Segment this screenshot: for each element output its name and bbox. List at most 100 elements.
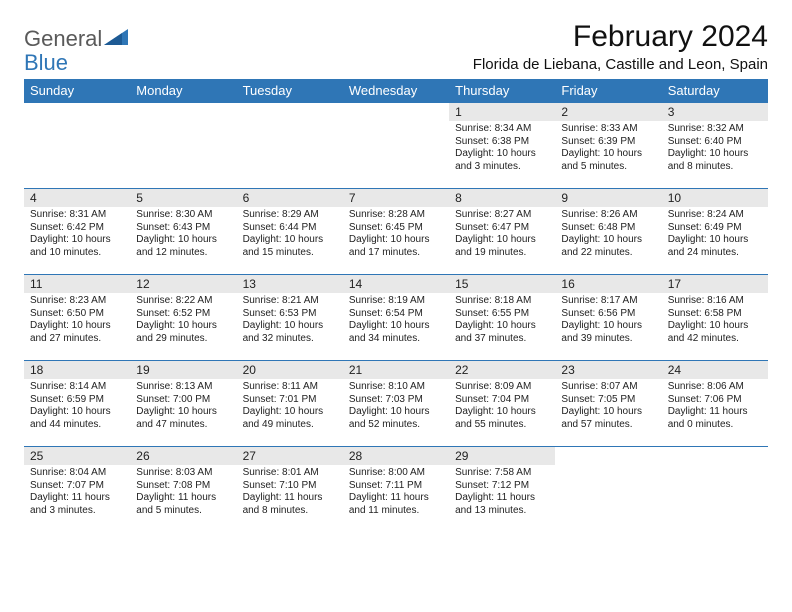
calendar-day-cell: 3Sunrise: 8:32 AMSunset: 6:40 PMDaylight… [662, 103, 768, 189]
day-details: Sunrise: 8:28 AMSunset: 6:45 PMDaylight:… [343, 207, 449, 263]
calendar-day-cell [343, 103, 449, 189]
day-number: 28 [343, 447, 449, 465]
calendar-day-cell [237, 103, 343, 189]
day-number: 9 [555, 189, 661, 207]
calendar-day-cell: 15Sunrise: 8:18 AMSunset: 6:55 PMDayligh… [449, 275, 555, 361]
day-details: Sunrise: 8:11 AMSunset: 7:01 PMDaylight:… [237, 379, 343, 435]
day-number: 7 [343, 189, 449, 207]
day-number: 5 [130, 189, 236, 207]
day-details: Sunrise: 8:09 AMSunset: 7:04 PMDaylight:… [449, 379, 555, 435]
title-block: February 2024 Florida de Liebana, Castil… [473, 20, 768, 73]
calendar-body: 1Sunrise: 8:34 AMSunset: 6:38 PMDaylight… [24, 103, 768, 533]
day-details: Sunrise: 8:17 AMSunset: 6:56 PMDaylight:… [555, 293, 661, 349]
day-number: 12 [130, 275, 236, 293]
day-number: 2 [555, 103, 661, 121]
day-number: 20 [237, 361, 343, 379]
calendar-day-cell: 8Sunrise: 8:27 AMSunset: 6:47 PMDaylight… [449, 189, 555, 275]
logo-triangle-icon [104, 27, 130, 52]
day-details: Sunrise: 8:22 AMSunset: 6:52 PMDaylight:… [130, 293, 236, 349]
day-number: 21 [343, 361, 449, 379]
day-number: 16 [555, 275, 661, 293]
day-details: Sunrise: 8:31 AMSunset: 6:42 PMDaylight:… [24, 207, 130, 263]
day-details: Sunrise: 8:01 AMSunset: 7:10 PMDaylight:… [237, 465, 343, 521]
column-header: Friday [555, 79, 661, 103]
day-number: 3 [662, 103, 768, 121]
day-number: 18 [24, 361, 130, 379]
day-number: 19 [130, 361, 236, 379]
calendar-day-cell: 13Sunrise: 8:21 AMSunset: 6:53 PMDayligh… [237, 275, 343, 361]
day-details: Sunrise: 8:16 AMSunset: 6:58 PMDaylight:… [662, 293, 768, 349]
day-number: 6 [237, 189, 343, 207]
day-number: 4 [24, 189, 130, 207]
calendar-table: SundayMondayTuesdayWednesdayThursdayFrid… [24, 79, 768, 533]
calendar-day-cell [662, 447, 768, 533]
day-details: Sunrise: 8:14 AMSunset: 6:59 PMDaylight:… [24, 379, 130, 435]
calendar-day-cell: 27Sunrise: 8:01 AMSunset: 7:10 PMDayligh… [237, 447, 343, 533]
day-details: Sunrise: 8:04 AMSunset: 7:07 PMDaylight:… [24, 465, 130, 521]
day-details: Sunrise: 8:29 AMSunset: 6:44 PMDaylight:… [237, 207, 343, 263]
day-number: 11 [24, 275, 130, 293]
day-number: 25 [24, 447, 130, 465]
day-number: 10 [662, 189, 768, 207]
column-header: Tuesday [237, 79, 343, 103]
calendar-day-cell: 14Sunrise: 8:19 AMSunset: 6:54 PMDayligh… [343, 275, 449, 361]
calendar-day-cell: 23Sunrise: 8:07 AMSunset: 7:05 PMDayligh… [555, 361, 661, 447]
day-number: 14 [343, 275, 449, 293]
day-number: 29 [449, 447, 555, 465]
calendar-day-cell: 9Sunrise: 8:26 AMSunset: 6:48 PMDaylight… [555, 189, 661, 275]
logo: General [24, 20, 132, 52]
calendar-day-cell: 28Sunrise: 8:00 AMSunset: 7:11 PMDayligh… [343, 447, 449, 533]
calendar-day-cell: 4Sunrise: 8:31 AMSunset: 6:42 PMDaylight… [24, 189, 130, 275]
day-details: Sunrise: 8:19 AMSunset: 6:54 PMDaylight:… [343, 293, 449, 349]
day-details: Sunrise: 8:27 AMSunset: 6:47 PMDaylight:… [449, 207, 555, 263]
calendar-day-cell: 29Sunrise: 7:58 AMSunset: 7:12 PMDayligh… [449, 447, 555, 533]
logo-text-blue: Blue [24, 50, 68, 75]
calendar-day-cell: 24Sunrise: 8:06 AMSunset: 7:06 PMDayligh… [662, 361, 768, 447]
day-details: Sunrise: 8:10 AMSunset: 7:03 PMDaylight:… [343, 379, 449, 435]
column-header: Thursday [449, 79, 555, 103]
day-details: Sunrise: 8:23 AMSunset: 6:50 PMDaylight:… [24, 293, 130, 349]
header: General February 2024 Florida de Liebana… [24, 20, 768, 73]
day-details: Sunrise: 7:58 AMSunset: 7:12 PMDaylight:… [449, 465, 555, 521]
day-number: 1 [449, 103, 555, 121]
calendar-day-cell [130, 103, 236, 189]
day-details: Sunrise: 8:26 AMSunset: 6:48 PMDaylight:… [555, 207, 661, 263]
calendar-day-cell [24, 103, 130, 189]
calendar-week-row: 11Sunrise: 8:23 AMSunset: 6:50 PMDayligh… [24, 275, 768, 361]
calendar-week-row: 4Sunrise: 8:31 AMSunset: 6:42 PMDaylight… [24, 189, 768, 275]
day-details: Sunrise: 8:13 AMSunset: 7:00 PMDaylight:… [130, 379, 236, 435]
day-details: Sunrise: 8:21 AMSunset: 6:53 PMDaylight:… [237, 293, 343, 349]
day-number: 8 [449, 189, 555, 207]
calendar-day-cell: 20Sunrise: 8:11 AMSunset: 7:01 PMDayligh… [237, 361, 343, 447]
day-details: Sunrise: 8:33 AMSunset: 6:39 PMDaylight:… [555, 121, 661, 177]
calendar-day-cell: 18Sunrise: 8:14 AMSunset: 6:59 PMDayligh… [24, 361, 130, 447]
calendar-day-cell: 11Sunrise: 8:23 AMSunset: 6:50 PMDayligh… [24, 275, 130, 361]
day-details: Sunrise: 8:24 AMSunset: 6:49 PMDaylight:… [662, 207, 768, 263]
calendar-day-cell: 26Sunrise: 8:03 AMSunset: 7:08 PMDayligh… [130, 447, 236, 533]
column-header: Monday [130, 79, 236, 103]
calendar-week-row: 1Sunrise: 8:34 AMSunset: 6:38 PMDaylight… [24, 103, 768, 189]
day-number: 15 [449, 275, 555, 293]
calendar-day-cell: 10Sunrise: 8:24 AMSunset: 6:49 PMDayligh… [662, 189, 768, 275]
calendar-day-cell: 5Sunrise: 8:30 AMSunset: 6:43 PMDaylight… [130, 189, 236, 275]
day-details: Sunrise: 8:18 AMSunset: 6:55 PMDaylight:… [449, 293, 555, 349]
day-number: 13 [237, 275, 343, 293]
page-title: February 2024 [473, 20, 768, 54]
calendar-day-cell: 1Sunrise: 8:34 AMSunset: 6:38 PMDaylight… [449, 103, 555, 189]
calendar-day-cell [555, 447, 661, 533]
calendar-day-cell: 16Sunrise: 8:17 AMSunset: 6:56 PMDayligh… [555, 275, 661, 361]
day-details: Sunrise: 8:00 AMSunset: 7:11 PMDaylight:… [343, 465, 449, 521]
calendar-header-row: SundayMondayTuesdayWednesdayThursdayFrid… [24, 79, 768, 103]
day-number: 24 [662, 361, 768, 379]
calendar-day-cell: 21Sunrise: 8:10 AMSunset: 7:03 PMDayligh… [343, 361, 449, 447]
calendar-day-cell: 2Sunrise: 8:33 AMSunset: 6:39 PMDaylight… [555, 103, 661, 189]
calendar-day-cell: 6Sunrise: 8:29 AMSunset: 6:44 PMDaylight… [237, 189, 343, 275]
calendar-day-cell: 22Sunrise: 8:09 AMSunset: 7:04 PMDayligh… [449, 361, 555, 447]
calendar-day-cell: 7Sunrise: 8:28 AMSunset: 6:45 PMDaylight… [343, 189, 449, 275]
day-number: 26 [130, 447, 236, 465]
logo-text-general: General [24, 26, 102, 52]
location: Florida de Liebana, Castille and Leon, S… [473, 56, 768, 73]
day-number: 27 [237, 447, 343, 465]
day-details: Sunrise: 8:06 AMSunset: 7:06 PMDaylight:… [662, 379, 768, 435]
day-details: Sunrise: 8:34 AMSunset: 6:38 PMDaylight:… [449, 121, 555, 177]
